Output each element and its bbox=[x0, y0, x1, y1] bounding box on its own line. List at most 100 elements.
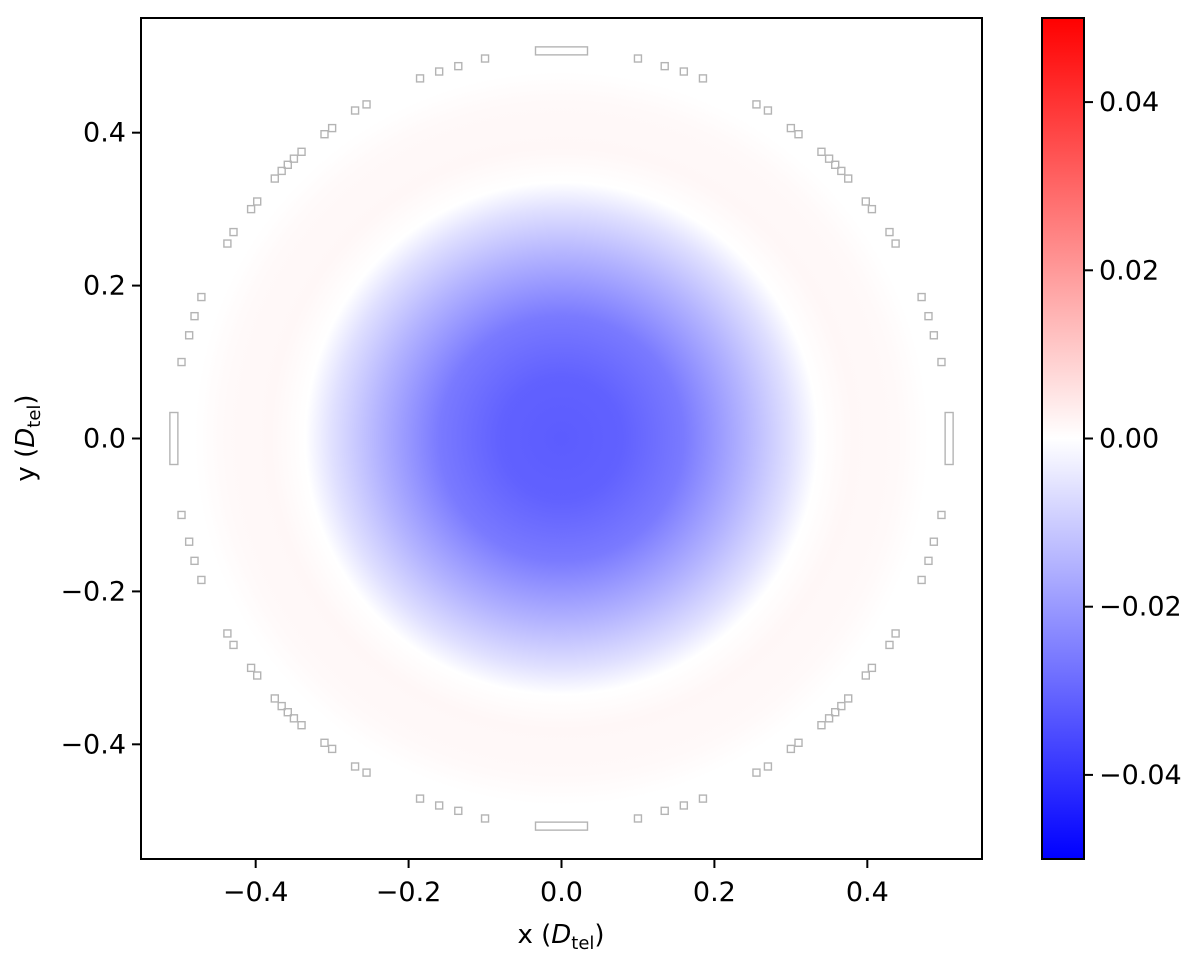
colorbar-tick-label: −0.04 bbox=[1099, 760, 1182, 791]
actuator-square-marker bbox=[891, 239, 900, 248]
actuator-square-marker bbox=[794, 130, 803, 139]
actuator-square-marker bbox=[937, 357, 946, 367]
actuator-square-marker bbox=[824, 714, 834, 723]
actuator-square-marker bbox=[277, 166, 286, 176]
actuator-square-marker bbox=[917, 292, 926, 302]
actuator-square-marker bbox=[698, 74, 708, 83]
actuator-square-marker bbox=[891, 629, 900, 638]
y-tick-label: 0.2 bbox=[83, 271, 126, 302]
actuator-bar-marker bbox=[534, 821, 589, 831]
actuator-square-marker bbox=[679, 67, 689, 76]
actuator-square-marker bbox=[633, 54, 643, 63]
actuator-square-marker bbox=[289, 154, 299, 163]
actuator-square-marker bbox=[929, 537, 939, 546]
colorbar-tick-label: 0.00 bbox=[1099, 424, 1159, 455]
actuator-square-marker bbox=[434, 801, 444, 810]
actuator-square-marker bbox=[867, 204, 877, 214]
actuator-square-marker bbox=[937, 510, 946, 520]
colorbar-tick-label: 0.04 bbox=[1099, 87, 1159, 118]
colorbar: 0.04 0.02 0.00 −0.02 −0.04 bbox=[1041, 17, 1182, 860]
actuator-square-marker bbox=[752, 768, 761, 777]
y-tick-label: 0.4 bbox=[83, 118, 126, 149]
colorbar-ticks: 0.04 0.02 0.00 −0.02 −0.04 bbox=[1084, 87, 1182, 791]
actuator-square-marker bbox=[660, 61, 669, 71]
x-tick-label: 0.4 bbox=[846, 877, 889, 908]
actuator-square-marker bbox=[297, 147, 306, 156]
actuator-square-marker bbox=[197, 292, 206, 302]
x-tick-label: 0.0 bbox=[540, 877, 583, 908]
actuator-bar-marker bbox=[169, 411, 179, 466]
actuator-square-marker bbox=[885, 227, 894, 237]
actuator-square-marker bbox=[415, 74, 425, 83]
actuator-square-marker bbox=[434, 67, 444, 76]
actuator-square-marker bbox=[190, 311, 199, 321]
actuator-square-marker bbox=[861, 671, 870, 680]
actuator-square-marker bbox=[327, 123, 337, 133]
actuator-square-marker bbox=[177, 357, 186, 367]
actuator-square-marker bbox=[190, 556, 199, 566]
actuator-square-marker bbox=[885, 640, 894, 650]
actuator-square-marker bbox=[283, 708, 292, 717]
actuator-square-marker bbox=[837, 701, 846, 711]
actuator-square-marker bbox=[320, 130, 329, 139]
actuator-square-marker bbox=[289, 714, 299, 723]
actuator-square-marker bbox=[837, 166, 846, 176]
actuator-square-marker bbox=[917, 575, 926, 585]
actuator-square-marker bbox=[929, 331, 939, 340]
actuator-square-marker bbox=[844, 694, 853, 703]
heatmap-field bbox=[194, 71, 929, 806]
x-axis-label: x (Dtel) bbox=[517, 920, 604, 954]
actuator-square-marker bbox=[831, 708, 840, 717]
actuator-square-marker bbox=[184, 331, 194, 340]
actuator-square-marker bbox=[327, 744, 337, 754]
colorbar-gradient-bar bbox=[1041, 17, 1085, 860]
actuator-square-marker bbox=[246, 204, 256, 214]
actuator-square-marker bbox=[246, 663, 256, 673]
actuator-square-marker bbox=[270, 174, 279, 183]
actuator-square-marker bbox=[924, 556, 933, 566]
actuator-square-marker bbox=[679, 801, 689, 810]
actuator-square-marker bbox=[362, 768, 371, 777]
actuator-square-marker bbox=[698, 794, 708, 803]
actuator-square-marker bbox=[824, 154, 834, 163]
actuator-square-marker bbox=[229, 640, 238, 650]
actuator-square-marker bbox=[197, 575, 206, 585]
actuator-square-marker bbox=[350, 762, 360, 771]
actuator-square-marker bbox=[861, 197, 870, 206]
actuator-square-marker bbox=[229, 227, 238, 237]
actuator-square-marker bbox=[480, 54, 490, 63]
x-tick-label: −0.4 bbox=[223, 877, 289, 908]
actuator-square-marker bbox=[223, 629, 232, 638]
actuator-square-marker bbox=[415, 794, 425, 803]
actuator-square-marker bbox=[223, 239, 232, 248]
actuator-square-marker bbox=[633, 814, 643, 823]
actuator-bar-marker bbox=[534, 46, 589, 56]
actuator-square-marker bbox=[454, 806, 463, 816]
actuator-square-marker bbox=[253, 197, 262, 206]
actuator-square-marker bbox=[454, 61, 463, 71]
actuator-square-marker bbox=[752, 100, 761, 109]
plot-content bbox=[169, 46, 954, 831]
actuator-square-marker bbox=[253, 671, 262, 680]
actuator-square-marker bbox=[277, 701, 286, 711]
actuator-square-marker bbox=[184, 537, 194, 546]
y-axis: −0.4 −0.2 0.0 0.2 0.4 bbox=[60, 118, 141, 760]
y-tick-label: −0.4 bbox=[60, 729, 126, 760]
markers-layer bbox=[169, 46, 954, 831]
actuator-square-marker bbox=[283, 160, 292, 169]
actuator-square-marker bbox=[362, 100, 371, 109]
actuator-square-marker bbox=[297, 721, 306, 730]
actuator-square-marker bbox=[817, 147, 826, 156]
actuator-square-marker bbox=[844, 174, 853, 183]
actuator-square-marker bbox=[763, 106, 773, 115]
colorbar-tick-label: −0.02 bbox=[1099, 592, 1182, 623]
x-tick-label: −0.2 bbox=[376, 877, 442, 908]
actuator-square-marker bbox=[786, 123, 796, 133]
actuator-square-marker bbox=[763, 762, 773, 771]
actuator-square-marker bbox=[270, 694, 279, 703]
y-axis-label: y (Dtel) bbox=[11, 394, 45, 481]
actuator-square-marker bbox=[660, 806, 669, 816]
x-tick-label: 0.2 bbox=[693, 877, 736, 908]
y-tick-label: 0.0 bbox=[83, 424, 126, 455]
